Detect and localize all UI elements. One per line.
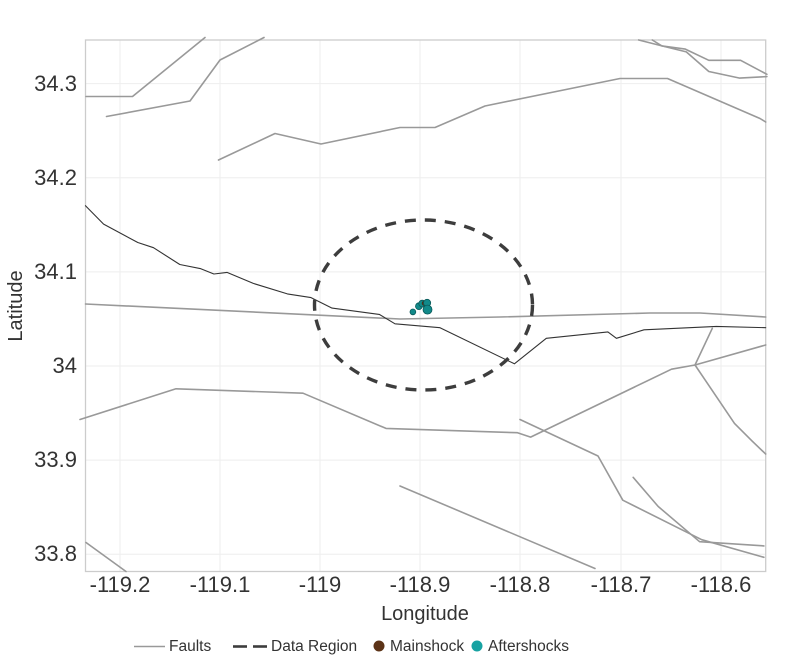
svg-text:-118.7: -118.7: [591, 572, 652, 597]
svg-text:Faults: Faults: [169, 638, 211, 655]
svg-text:Longitude: Longitude: [381, 603, 469, 625]
svg-text:34.3: 34.3: [34, 71, 77, 96]
svg-text:34.1: 34.1: [34, 259, 77, 284]
svg-text:33.8: 33.8: [34, 541, 77, 566]
svg-text:-118.8: -118.8: [490, 572, 551, 597]
svg-text:-118.9: -118.9: [390, 572, 451, 597]
svg-text:Aftershocks: Aftershocks: [488, 638, 569, 655]
svg-text:-119.1: -119.1: [190, 572, 251, 597]
svg-text:-119.2: -119.2: [90, 572, 151, 597]
svg-text:-118.6: -118.6: [691, 572, 752, 597]
svg-text:33.9: 33.9: [34, 447, 77, 472]
svg-text:Mainshock: Mainshock: [390, 638, 464, 655]
svg-text:34.2: 34.2: [34, 165, 77, 190]
svg-text:Latitude: Latitude: [5, 270, 27, 341]
svg-text:34: 34: [53, 353, 77, 378]
svg-text:Data Region: Data Region: [271, 638, 357, 655]
svg-text:-119: -119: [299, 572, 341, 597]
